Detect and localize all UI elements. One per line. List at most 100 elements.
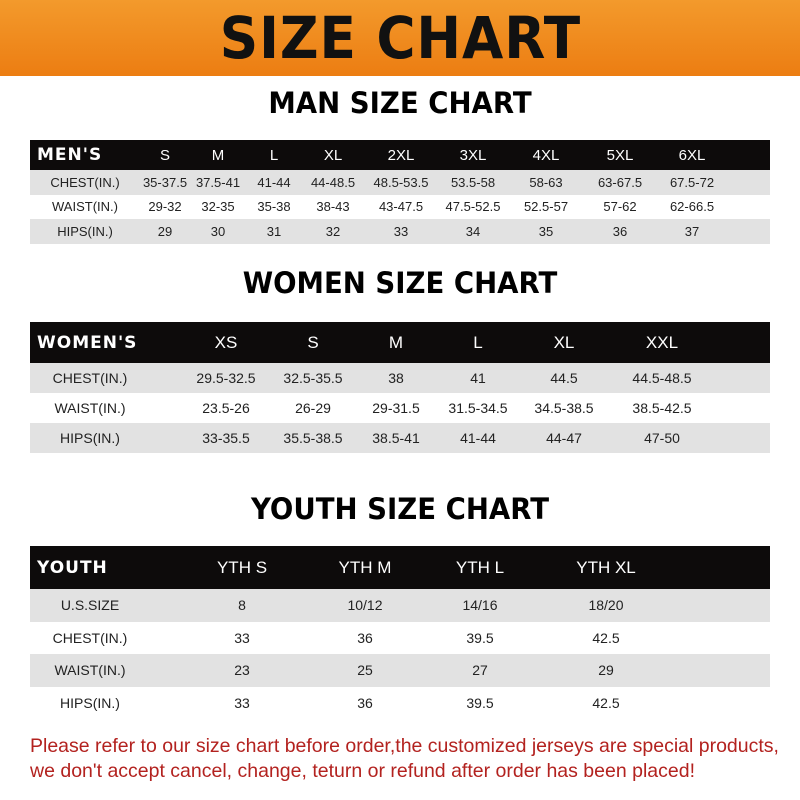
table-cell: 31.5-34.5 bbox=[448, 400, 508, 416]
size-column-header: L bbox=[269, 146, 279, 164]
table-cell: 34 bbox=[465, 223, 481, 239]
table-cell: 29.5-32.5 bbox=[196, 370, 256, 386]
table-corner-label: MEN'S bbox=[37, 145, 103, 165]
table-cell: 35-37.5 bbox=[142, 174, 188, 190]
table-cell: 26-29 bbox=[295, 400, 331, 416]
table-cell: 44.5-48.5 bbox=[632, 370, 692, 386]
notice-line: Please refer to our size chart before or… bbox=[30, 735, 779, 757]
size-column-header: 2XL bbox=[387, 146, 415, 164]
table-cell: 23.5-26 bbox=[202, 400, 250, 416]
table-cell: 39.5 bbox=[466, 694, 494, 711]
table-cell: 63-67.5 bbox=[597, 174, 643, 190]
size-column-header: S bbox=[159, 146, 170, 164]
table-cell: 35-38 bbox=[257, 199, 291, 215]
table-cell: 44.5 bbox=[550, 370, 578, 386]
table-corner-label: YOUTH bbox=[37, 557, 108, 578]
table-cell: 23 bbox=[234, 662, 250, 679]
table-cell: 62-66.5 bbox=[669, 199, 715, 215]
row-label: WAIST(IN.) bbox=[52, 199, 118, 215]
table-cell: 35.5-38.5 bbox=[283, 430, 343, 446]
women-size-table: WOMEN'S XS S M L XL XXL CHEST(IN.) 29.5-32.5 32.5… bbox=[30, 322, 770, 453]
table-row: CHEST(IN.) 33 36 39.5 42.5 bbox=[30, 621, 770, 654]
size-column-header: 5XL bbox=[606, 146, 634, 164]
size-column-header: YTH XL bbox=[576, 557, 636, 577]
table-cell: 42.5 bbox=[592, 629, 620, 646]
women-section-title: WOMEN SIZE CHART bbox=[242, 266, 558, 300]
table-cell: 33 bbox=[393, 223, 409, 239]
table-cell: 47.5-52.5 bbox=[445, 199, 501, 215]
size-column-header: XL bbox=[323, 146, 343, 164]
order-notice: Please refer to our size chart before or… bbox=[30, 734, 780, 784]
row-label: CHEST(IN.) bbox=[52, 629, 128, 646]
header-row: WOMEN'S XS S M L XL XXL bbox=[30, 322, 770, 363]
size-column-header: YTH L bbox=[455, 557, 505, 577]
table-cell: 25 bbox=[357, 662, 373, 679]
table-cell: 27 bbox=[472, 662, 488, 679]
table-cell: 35 bbox=[538, 223, 554, 239]
size-column-header: XL bbox=[553, 332, 575, 352]
table-cell: 30 bbox=[210, 223, 226, 239]
table-cell: 29 bbox=[598, 662, 614, 679]
table-cell: 10/12 bbox=[347, 597, 383, 614]
table-cell: 39.5 bbox=[466, 629, 494, 646]
size-column-header: 4XL bbox=[532, 146, 560, 164]
table-cell: 33 bbox=[234, 694, 250, 711]
table-cell: 31 bbox=[266, 223, 282, 239]
header-row: YOUTH YTH S YTH M YTH L YTH XL bbox=[30, 546, 770, 589]
row-label: CHEST(IN.) bbox=[50, 174, 120, 190]
size-column-header: M bbox=[388, 332, 404, 352]
size-column-header: XXL bbox=[645, 332, 679, 352]
table-cell: 37 bbox=[684, 223, 700, 239]
table-corner-label: WOMEN'S bbox=[37, 332, 138, 353]
table-cell: 38.5-41 bbox=[372, 430, 420, 446]
table-cell: 33-35.5 bbox=[202, 430, 250, 446]
table-row: U.S.SIZE 8 10/12 14/16 18/20 bbox=[30, 589, 770, 622]
row-label: WAIST(IN.) bbox=[54, 662, 126, 679]
table-cell: 29 bbox=[157, 223, 173, 239]
table-cell: 29-32 bbox=[148, 199, 182, 215]
row-label: HIPS(IN.) bbox=[60, 430, 120, 446]
table-cell: 38 bbox=[388, 370, 404, 386]
table-cell: 32.5-35.5 bbox=[283, 370, 343, 386]
table-cell: 44-48.5 bbox=[310, 174, 356, 190]
table-cell: 37.5-41 bbox=[195, 174, 241, 190]
title-banner: SIZE CHART bbox=[0, 0, 800, 76]
row-label: CHEST(IN.) bbox=[52, 370, 128, 386]
row-label: U.S.SIZE bbox=[60, 597, 120, 614]
size-column-header: YTH M bbox=[338, 557, 392, 577]
row-label: WAIST(IN.) bbox=[54, 400, 126, 416]
table-cell: 18/20 bbox=[588, 597, 624, 614]
table-row: WAIST(IN.) 23.5-26 26-29 29-31.5 31.5-34.5 34… bbox=[30, 393, 770, 423]
table-cell: 41-44 bbox=[257, 174, 291, 190]
page-title: SIZE CHART bbox=[219, 4, 581, 72]
table-row: WAIST(IN.) 29-32 32-35 35-38 38-43 43-47.5 47.… bbox=[30, 194, 770, 219]
table-row: WAIST(IN.) 23 25 27 29 bbox=[30, 654, 770, 687]
table-cell: 36 bbox=[357, 629, 373, 646]
row-label: HIPS(IN.) bbox=[57, 223, 113, 239]
size-column-header: XS bbox=[214, 332, 238, 352]
table-cell: 53.5-58 bbox=[450, 174, 496, 190]
table-cell: 57-62 bbox=[603, 199, 637, 215]
table-row: HIPS(IN.) 29 30 31 32 33 34 35 36 37 bbox=[30, 219, 770, 244]
size-column-header: S bbox=[307, 332, 319, 352]
size-column-header: L bbox=[473, 332, 483, 352]
table-cell: 8 bbox=[238, 597, 246, 614]
table-cell: 36 bbox=[357, 694, 373, 711]
header-row: MEN'S S M L XL 2XL 3XL 4XL 5XL 6XL bbox=[30, 140, 770, 170]
table-cell: 52.5-57 bbox=[523, 199, 569, 215]
table-cell: 38.5-42.5 bbox=[632, 400, 692, 416]
table-cell: 33 bbox=[234, 629, 250, 646]
notice-line: we don't accept cancel, change, teturn o… bbox=[30, 760, 695, 782]
table-cell: 41 bbox=[470, 370, 486, 386]
table-cell: 38-43 bbox=[316, 199, 350, 215]
table-cell: 48.5-53.5 bbox=[373, 174, 429, 190]
table-cell: 67.5-72 bbox=[669, 174, 715, 190]
table-cell: 34.5-38.5 bbox=[534, 400, 594, 416]
table-row: CHEST(IN.) 29.5-32.5 32.5-35.5 38 41 44.5 44.5… bbox=[30, 363, 770, 393]
table-cell: 32-35 bbox=[201, 199, 235, 215]
men-size-table: MEN'S S M L XL 2XL 3XL 4XL 5XL 6XL CHEST(IN.) 35-37… bbox=[30, 140, 770, 244]
table-cell: 29-31.5 bbox=[372, 400, 420, 416]
size-column-header: YTH S bbox=[216, 557, 268, 577]
table-cell: 32 bbox=[325, 223, 341, 239]
youth-section-title: YOUTH SIZE CHART bbox=[250, 492, 550, 526]
